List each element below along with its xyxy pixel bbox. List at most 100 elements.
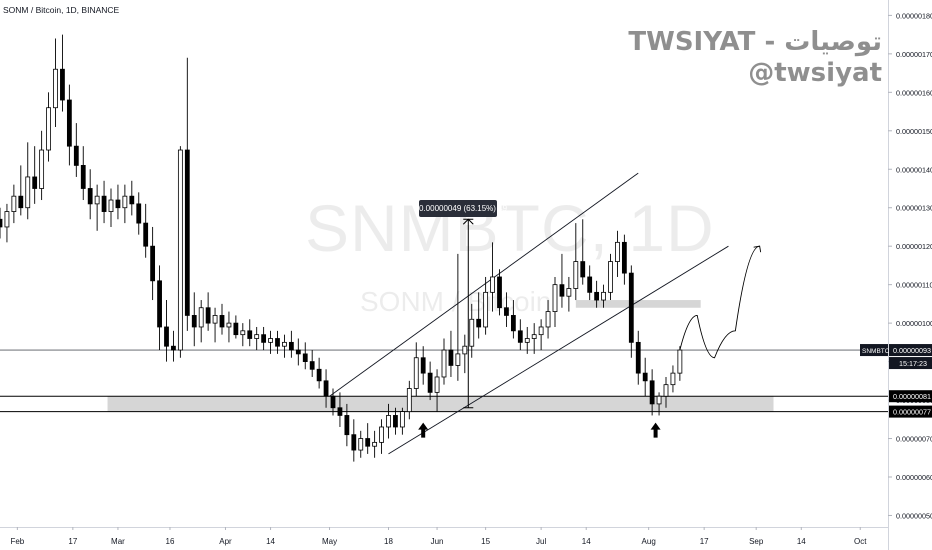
candle-up bbox=[386, 415, 391, 428]
candle-up bbox=[656, 395, 662, 405]
candle-down bbox=[288, 341, 294, 351]
level-price-tag bbox=[889, 405, 932, 418]
symbol-watermark: SNMBTC, 1D bbox=[305, 191, 715, 265]
time-tick-label: 15 bbox=[481, 537, 490, 546]
level-price-label: 0.00000077 bbox=[893, 408, 931, 417]
candle-down bbox=[476, 318, 482, 328]
time-tick-label: Feb bbox=[10, 537, 24, 546]
candle-down bbox=[635, 341, 641, 374]
time-tick-label: 17 bbox=[700, 537, 709, 546]
time-tick-label: 14 bbox=[582, 537, 591, 546]
candle-up bbox=[608, 261, 613, 293]
chart-title: SONM / Bitcoin, 1D, BINANCE bbox=[3, 5, 120, 15]
time-tick-label: 14 bbox=[266, 537, 275, 546]
candle-down bbox=[101, 195, 107, 212]
candle-up bbox=[455, 353, 461, 366]
candle-down bbox=[115, 199, 121, 209]
candle-up bbox=[372, 441, 378, 447]
candle-up bbox=[240, 330, 246, 336]
candle-down bbox=[80, 165, 86, 189]
brand-line-2: @twsiyat bbox=[748, 58, 882, 88]
time-tick-label: 16 bbox=[166, 537, 175, 546]
time-tick-label: May bbox=[322, 537, 337, 546]
candle-up bbox=[198, 307, 204, 328]
candle-up bbox=[268, 338, 273, 343]
candle-up bbox=[490, 276, 495, 293]
time-tick-label: Oct bbox=[854, 537, 867, 546]
candle-down bbox=[649, 380, 655, 405]
candle-up bbox=[434, 376, 440, 393]
candle-up bbox=[25, 176, 31, 209]
time-tick-label: Mar bbox=[111, 537, 125, 546]
candle-up bbox=[212, 315, 218, 324]
candle-down bbox=[184, 149, 190, 316]
candle-down bbox=[344, 415, 350, 436]
candle-down bbox=[136, 203, 142, 224]
projection-arrowhead bbox=[753, 245, 762, 253]
price-tick-label: 0.00000170 bbox=[896, 50, 932, 59]
candle-down bbox=[559, 284, 565, 297]
price-tick-label: 0.00000140 bbox=[896, 165, 932, 174]
candle-up bbox=[406, 388, 412, 412]
countdown-tag bbox=[889, 357, 932, 370]
price-tick-label: 0.00000130 bbox=[896, 204, 932, 213]
candle-down bbox=[309, 361, 315, 370]
candle-down bbox=[393, 415, 398, 428]
price-tick-label: 0.00000160 bbox=[896, 88, 932, 97]
candle-down bbox=[18, 195, 24, 209]
candle-up bbox=[469, 318, 475, 347]
candle-up bbox=[545, 311, 551, 328]
candle-down bbox=[302, 353, 308, 362]
candle-down bbox=[504, 307, 509, 316]
level-price-label: 0.00000081 bbox=[893, 392, 931, 401]
price-tick-label: 0.00000050 bbox=[896, 511, 932, 520]
candle-up bbox=[282, 341, 287, 347]
candle-up bbox=[177, 149, 183, 351]
candle-up bbox=[108, 199, 114, 212]
candle-down bbox=[323, 380, 329, 397]
level-gap-left bbox=[0, 396, 108, 412]
brand-line-1: TWSIYAT - توصيات bbox=[628, 27, 882, 57]
price-tick-label: 0.00000060 bbox=[896, 473, 932, 482]
level-gap-right bbox=[773, 396, 888, 412]
candle-down bbox=[337, 407, 343, 416]
time-tick-label: Jul bbox=[536, 537, 546, 546]
channel-upper-line bbox=[329, 172, 639, 397]
price-tick-label: 0.00000120 bbox=[896, 242, 932, 251]
candles-layer bbox=[0, 34, 683, 462]
candle-up bbox=[46, 107, 51, 151]
level-price-tag bbox=[889, 390, 932, 403]
candle-up bbox=[531, 334, 537, 339]
candle-down bbox=[150, 245, 156, 282]
up-arrow-icon bbox=[418, 422, 429, 438]
candle-up bbox=[615, 241, 620, 262]
countdown-label: 15:17:23 bbox=[899, 359, 927, 368]
candle-down bbox=[191, 315, 197, 328]
time-tick-label: Apr bbox=[219, 537, 232, 546]
candle-down bbox=[427, 372, 433, 393]
up-arrow-icon bbox=[650, 422, 661, 438]
candle-down bbox=[448, 349, 454, 366]
candle-up bbox=[53, 68, 58, 109]
candle-down bbox=[580, 261, 586, 278]
candle-up bbox=[538, 326, 544, 336]
last-price-label: 0.00000093 bbox=[893, 346, 931, 355]
annotation-layer bbox=[0, 172, 888, 455]
time-tick-label: 14 bbox=[797, 537, 806, 546]
candle-down bbox=[219, 315, 225, 328]
candle-down bbox=[642, 372, 648, 382]
candle-down bbox=[295, 349, 301, 355]
candle-up bbox=[254, 334, 260, 339]
candle-down bbox=[275, 338, 280, 347]
candle-up bbox=[677, 349, 683, 374]
time-tick-label: Jun bbox=[431, 537, 444, 546]
candle-down bbox=[330, 395, 336, 409]
name-watermark: SONM / Bitcoin bbox=[360, 286, 552, 317]
candle-down bbox=[171, 345, 176, 351]
time-tick-label: 17 bbox=[68, 537, 77, 546]
candle-down bbox=[0, 218, 3, 228]
candle-down bbox=[233, 322, 239, 336]
price-tick-label: 0.00000070 bbox=[896, 435, 932, 444]
candle-up bbox=[399, 411, 405, 428]
